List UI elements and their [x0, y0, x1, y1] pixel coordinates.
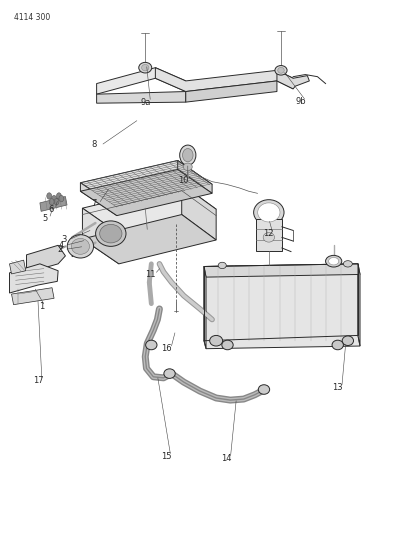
Ellipse shape — [139, 62, 152, 73]
Text: 13: 13 — [333, 383, 343, 392]
Polygon shape — [182, 184, 216, 240]
Text: 10: 10 — [177, 176, 188, 185]
Ellipse shape — [222, 340, 233, 350]
Ellipse shape — [218, 262, 226, 269]
Polygon shape — [80, 160, 212, 207]
Text: 4114 300: 4114 300 — [13, 13, 50, 22]
Polygon shape — [204, 266, 206, 349]
Ellipse shape — [278, 67, 284, 73]
Circle shape — [49, 199, 54, 205]
Circle shape — [52, 196, 56, 202]
Ellipse shape — [275, 66, 287, 75]
Text: 15: 15 — [162, 452, 172, 461]
Polygon shape — [80, 160, 212, 207]
Polygon shape — [11, 288, 54, 305]
Text: 3: 3 — [62, 236, 67, 245]
Polygon shape — [177, 160, 212, 193]
Text: 9a: 9a — [140, 98, 151, 107]
Ellipse shape — [263, 232, 275, 242]
Ellipse shape — [254, 200, 284, 225]
Polygon shape — [256, 219, 282, 251]
Polygon shape — [9, 264, 58, 293]
Ellipse shape — [344, 261, 353, 267]
Ellipse shape — [146, 340, 157, 350]
Ellipse shape — [100, 224, 122, 243]
Polygon shape — [82, 208, 119, 264]
Polygon shape — [97, 92, 186, 103]
Polygon shape — [97, 68, 186, 94]
Text: 14: 14 — [221, 454, 231, 463]
Text: 11: 11 — [145, 270, 156, 279]
Ellipse shape — [258, 385, 270, 394]
Text: 17: 17 — [33, 376, 44, 385]
Circle shape — [54, 199, 59, 205]
Polygon shape — [40, 197, 67, 212]
Polygon shape — [82, 184, 216, 233]
Ellipse shape — [326, 255, 342, 267]
Circle shape — [56, 193, 61, 199]
Polygon shape — [358, 264, 360, 346]
Circle shape — [47, 193, 52, 199]
Ellipse shape — [210, 335, 223, 346]
Ellipse shape — [164, 369, 175, 378]
Ellipse shape — [332, 340, 344, 350]
Text: 7: 7 — [91, 199, 96, 208]
Ellipse shape — [182, 149, 193, 162]
Ellipse shape — [71, 238, 89, 254]
Ellipse shape — [258, 203, 280, 222]
Text: 6: 6 — [48, 205, 53, 214]
Polygon shape — [80, 169, 212, 216]
Text: 9b: 9b — [296, 96, 306, 106]
Text: 4: 4 — [59, 241, 64, 250]
Circle shape — [59, 196, 64, 202]
Text: 8: 8 — [91, 140, 96, 149]
Ellipse shape — [142, 64, 149, 71]
Polygon shape — [277, 70, 309, 89]
Polygon shape — [186, 81, 277, 102]
Polygon shape — [155, 68, 293, 92]
Text: 12: 12 — [264, 229, 274, 238]
Ellipse shape — [95, 221, 126, 246]
Ellipse shape — [342, 336, 353, 345]
Ellipse shape — [328, 257, 339, 265]
Text: 5: 5 — [42, 214, 48, 223]
Polygon shape — [27, 245, 65, 273]
Polygon shape — [80, 183, 117, 216]
Polygon shape — [82, 215, 216, 264]
Polygon shape — [9, 260, 26, 274]
Text: 1: 1 — [39, 302, 44, 311]
Polygon shape — [204, 264, 360, 277]
Text: 2: 2 — [58, 245, 63, 254]
Polygon shape — [204, 264, 360, 349]
Ellipse shape — [67, 235, 93, 258]
Text: 16: 16 — [162, 344, 172, 353]
Ellipse shape — [183, 163, 192, 171]
Ellipse shape — [180, 145, 196, 165]
